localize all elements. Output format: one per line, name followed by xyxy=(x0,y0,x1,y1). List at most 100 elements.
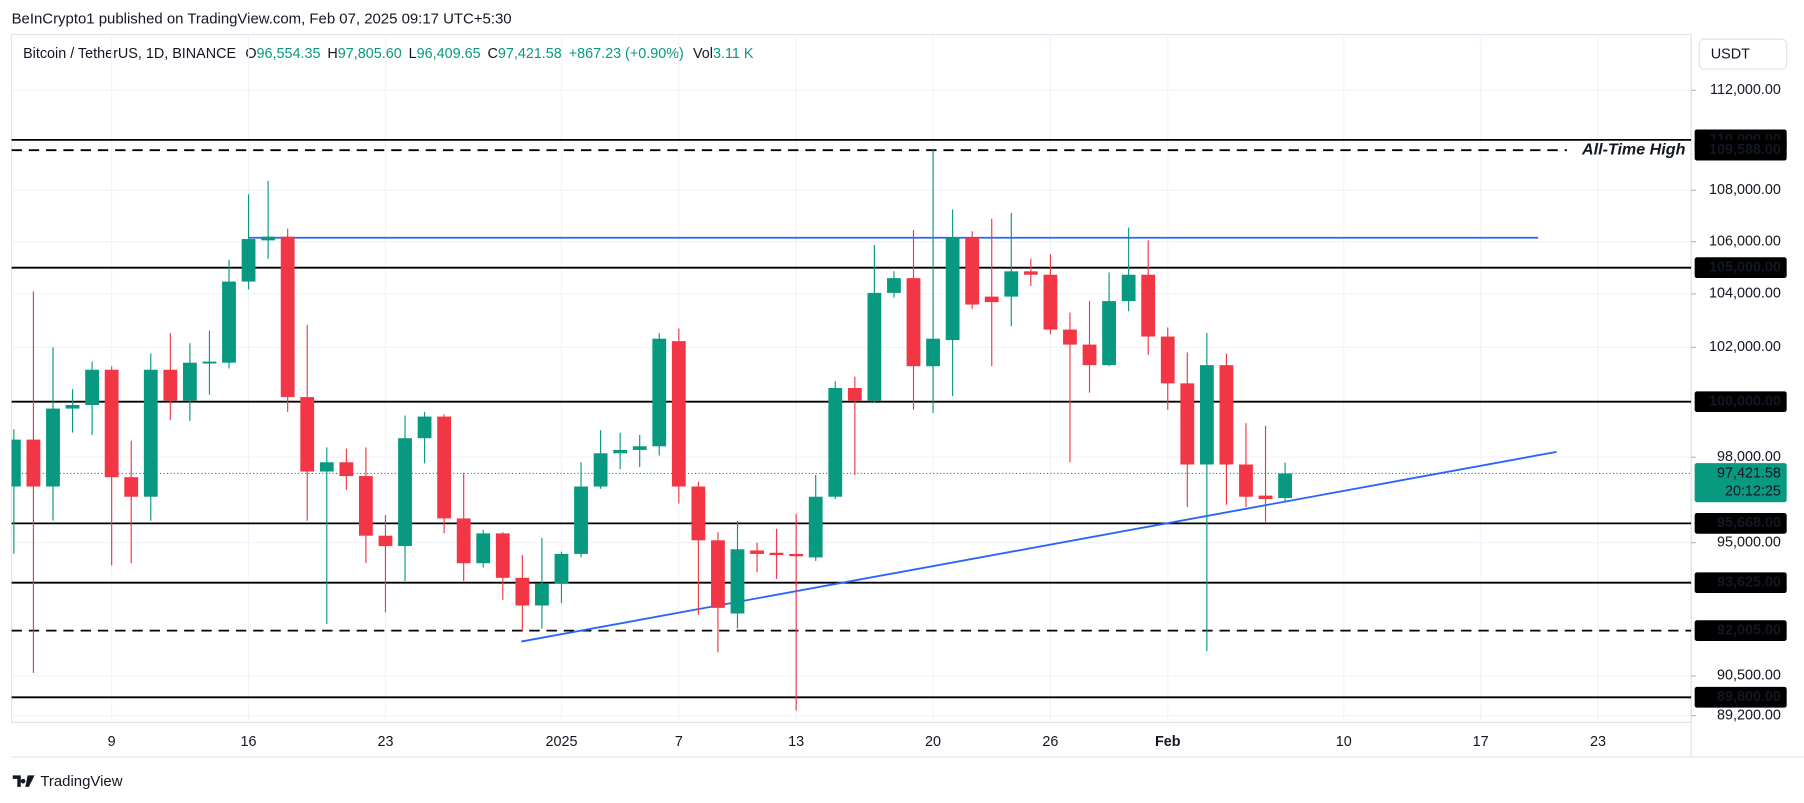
candle-body xyxy=(535,583,549,606)
ohlc-legend: Bitcoin / TetherUS, 1D, BINANCE O96,554.3… xyxy=(23,46,754,62)
level-annotation: All-Time High xyxy=(1581,140,1686,158)
level-label: 95,668.00 xyxy=(1717,515,1781,531)
candle-body xyxy=(104,369,119,478)
candle-body xyxy=(965,237,980,305)
candle-body xyxy=(1160,336,1175,384)
y-tick-label: 104,000.00 xyxy=(1709,286,1781,302)
candle-body xyxy=(11,439,21,487)
candle-body xyxy=(1219,365,1234,465)
level-label-box xyxy=(1694,620,1787,641)
field-key: L xyxy=(409,46,417,62)
candle-body xyxy=(632,446,647,450)
candle-body xyxy=(711,540,725,608)
candle-body xyxy=(769,552,784,556)
x-tick-label: 9 xyxy=(108,734,116,750)
candle-body xyxy=(222,281,236,363)
candle-body xyxy=(1004,271,1019,297)
field-value: 97,421.58 xyxy=(498,46,562,62)
candle-body xyxy=(867,292,882,401)
logo-mark xyxy=(12,775,35,787)
y-tick-label: 89,200.00 xyxy=(1717,707,1781,723)
candle-body xyxy=(300,397,315,472)
candle-body xyxy=(202,361,217,364)
level-label-box xyxy=(1694,513,1787,534)
candle-body xyxy=(1063,329,1077,345)
candle-body xyxy=(1141,274,1156,337)
level-label-box xyxy=(1694,257,1787,279)
change: +867.23 (+0.90%) xyxy=(569,46,684,62)
level-label: 109,588.00 xyxy=(1709,142,1781,158)
candle-body xyxy=(847,388,862,401)
y-tick-label: 90,500.00 xyxy=(1717,668,1781,684)
candle-body xyxy=(1043,274,1058,330)
level-label-box xyxy=(1694,139,1787,161)
candle-body xyxy=(554,553,569,584)
candle-body xyxy=(1102,301,1116,366)
last-price-label: 97,421.58 xyxy=(1717,465,1781,481)
field-value: 96,409.65 xyxy=(417,46,481,62)
x-tick-label: 23 xyxy=(1590,734,1606,750)
candle-body xyxy=(398,438,412,547)
candle-body xyxy=(1082,344,1097,366)
candle-body xyxy=(358,476,373,536)
level-label-box xyxy=(1694,391,1787,413)
published-note: BeInCrypto1 published on TradingView.com… xyxy=(12,11,512,28)
candle-body xyxy=(1180,383,1195,465)
candle-body xyxy=(926,338,940,367)
candle-body xyxy=(319,462,334,472)
candle-body xyxy=(671,341,686,487)
level-label-box xyxy=(1694,572,1787,594)
currency-button[interactable] xyxy=(1698,38,1788,70)
logo-text: TradingView xyxy=(40,773,122,790)
candle-body xyxy=(261,236,276,241)
candle-body xyxy=(26,439,41,487)
candle-body xyxy=(339,462,354,477)
candle-body xyxy=(515,577,530,606)
candle-body xyxy=(182,362,197,401)
candle-body xyxy=(1239,464,1253,497)
symbol: Bitcoin / TetherUS, 1D, BINANCE xyxy=(23,46,236,62)
candle-body xyxy=(750,550,764,554)
candle-body xyxy=(652,338,667,447)
volume-value: 3.11 K xyxy=(713,46,754,62)
candle-body xyxy=(906,278,921,367)
candle-body xyxy=(984,296,999,303)
currency: USDT xyxy=(1711,46,1750,62)
candle-body xyxy=(593,453,608,487)
level-label: 100,000.00 xyxy=(1709,393,1781,409)
x-tick-label: 17 xyxy=(1473,734,1489,750)
level-label-box xyxy=(1694,686,1787,708)
x-tick-label: 26 xyxy=(1042,734,1058,750)
trendline xyxy=(521,450,1557,643)
candle-body xyxy=(574,486,588,554)
candle-body xyxy=(613,449,628,454)
y-tick-label: 106,000.00 xyxy=(1709,233,1781,249)
candle-body xyxy=(1023,271,1038,275)
candle-body xyxy=(1278,473,1292,499)
candle-body xyxy=(65,405,80,409)
y-tick-label: 108,000.00 xyxy=(1709,182,1781,198)
candle-body xyxy=(691,486,706,541)
plot xyxy=(11,138,1692,711)
field-key: H xyxy=(327,46,337,62)
field-key: C xyxy=(487,46,497,62)
candle-body xyxy=(241,239,256,282)
countdown: 20:12:25 xyxy=(1725,484,1781,500)
candle-body xyxy=(456,518,471,564)
candle-body xyxy=(378,535,393,547)
grid xyxy=(11,34,1692,723)
candle-body xyxy=(476,533,491,564)
candle-body xyxy=(163,369,178,401)
field-value: 97,805.60 xyxy=(338,46,402,62)
candle-body xyxy=(417,416,432,439)
x-tick-label: 2025 xyxy=(545,734,577,750)
x-tick-label: 7 xyxy=(675,734,683,750)
x-tick-label: Feb xyxy=(1155,734,1181,750)
x-tick-label: 10 xyxy=(1336,734,1352,750)
volume-key: Vol xyxy=(693,46,713,62)
candle-body xyxy=(1121,274,1136,302)
level-label: 105,000.00 xyxy=(1709,259,1781,275)
candle-body xyxy=(124,477,139,497)
field-key: O xyxy=(245,46,256,62)
